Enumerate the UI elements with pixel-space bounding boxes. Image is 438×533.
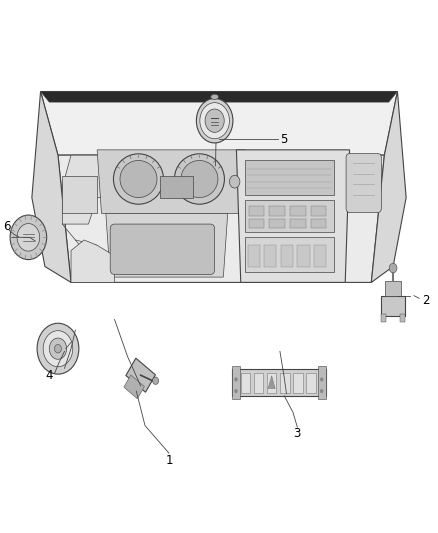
Polygon shape — [41, 92, 397, 155]
Polygon shape — [97, 150, 245, 214]
Bar — [245, 160, 334, 195]
Circle shape — [230, 175, 240, 188]
Circle shape — [320, 377, 323, 382]
Bar — [269, 206, 285, 216]
Polygon shape — [237, 150, 350, 282]
Ellipse shape — [120, 160, 157, 198]
Bar — [160, 176, 193, 198]
FancyBboxPatch shape — [110, 224, 215, 274]
Bar — [241, 373, 251, 393]
Bar — [232, 366, 240, 399]
Polygon shape — [32, 92, 71, 282]
Circle shape — [205, 109, 224, 132]
Circle shape — [43, 330, 73, 367]
Bar — [281, 245, 293, 266]
Bar — [385, 281, 401, 296]
Bar — [249, 219, 264, 228]
Circle shape — [37, 323, 79, 374]
Bar — [245, 200, 334, 232]
Circle shape — [196, 99, 233, 143]
Text: 4: 4 — [46, 369, 53, 382]
FancyBboxPatch shape — [346, 154, 381, 213]
Bar — [264, 245, 276, 266]
Bar — [381, 296, 405, 316]
Bar — [400, 314, 405, 322]
Bar — [280, 373, 290, 393]
Polygon shape — [106, 214, 228, 277]
Circle shape — [234, 389, 238, 393]
Circle shape — [234, 377, 238, 382]
Circle shape — [152, 377, 159, 384]
Circle shape — [320, 389, 323, 393]
Bar — [318, 366, 325, 399]
Circle shape — [200, 103, 230, 139]
Polygon shape — [371, 92, 406, 282]
Circle shape — [49, 338, 67, 359]
Circle shape — [54, 344, 61, 353]
Text: 2: 2 — [422, 294, 430, 308]
Circle shape — [17, 223, 40, 251]
Polygon shape — [58, 155, 385, 282]
Bar — [293, 373, 303, 393]
Ellipse shape — [174, 154, 224, 204]
Bar — [311, 219, 326, 228]
Bar — [248, 245, 260, 266]
Bar — [381, 314, 386, 322]
Bar — [267, 373, 276, 393]
Ellipse shape — [211, 94, 219, 100]
Text: 1: 1 — [165, 454, 173, 466]
Bar — [269, 219, 285, 228]
Text: 6: 6 — [3, 220, 11, 233]
Circle shape — [389, 263, 397, 273]
Bar — [314, 245, 326, 266]
Bar — [249, 206, 264, 216]
Bar — [245, 237, 334, 272]
Circle shape — [10, 215, 47, 260]
Polygon shape — [71, 240, 115, 282]
Ellipse shape — [181, 160, 218, 198]
Bar — [311, 206, 326, 216]
Polygon shape — [124, 375, 145, 399]
Text: 5: 5 — [280, 133, 287, 146]
Bar — [297, 245, 310, 266]
Polygon shape — [268, 376, 275, 389]
Bar — [290, 206, 306, 216]
Polygon shape — [62, 176, 97, 214]
Ellipse shape — [113, 154, 163, 204]
Bar — [290, 219, 306, 228]
Text: 3: 3 — [293, 427, 301, 440]
Polygon shape — [62, 155, 158, 224]
Bar — [254, 373, 263, 393]
Polygon shape — [41, 92, 397, 102]
Polygon shape — [126, 358, 155, 392]
Bar — [306, 373, 316, 393]
Bar — [232, 369, 325, 397]
